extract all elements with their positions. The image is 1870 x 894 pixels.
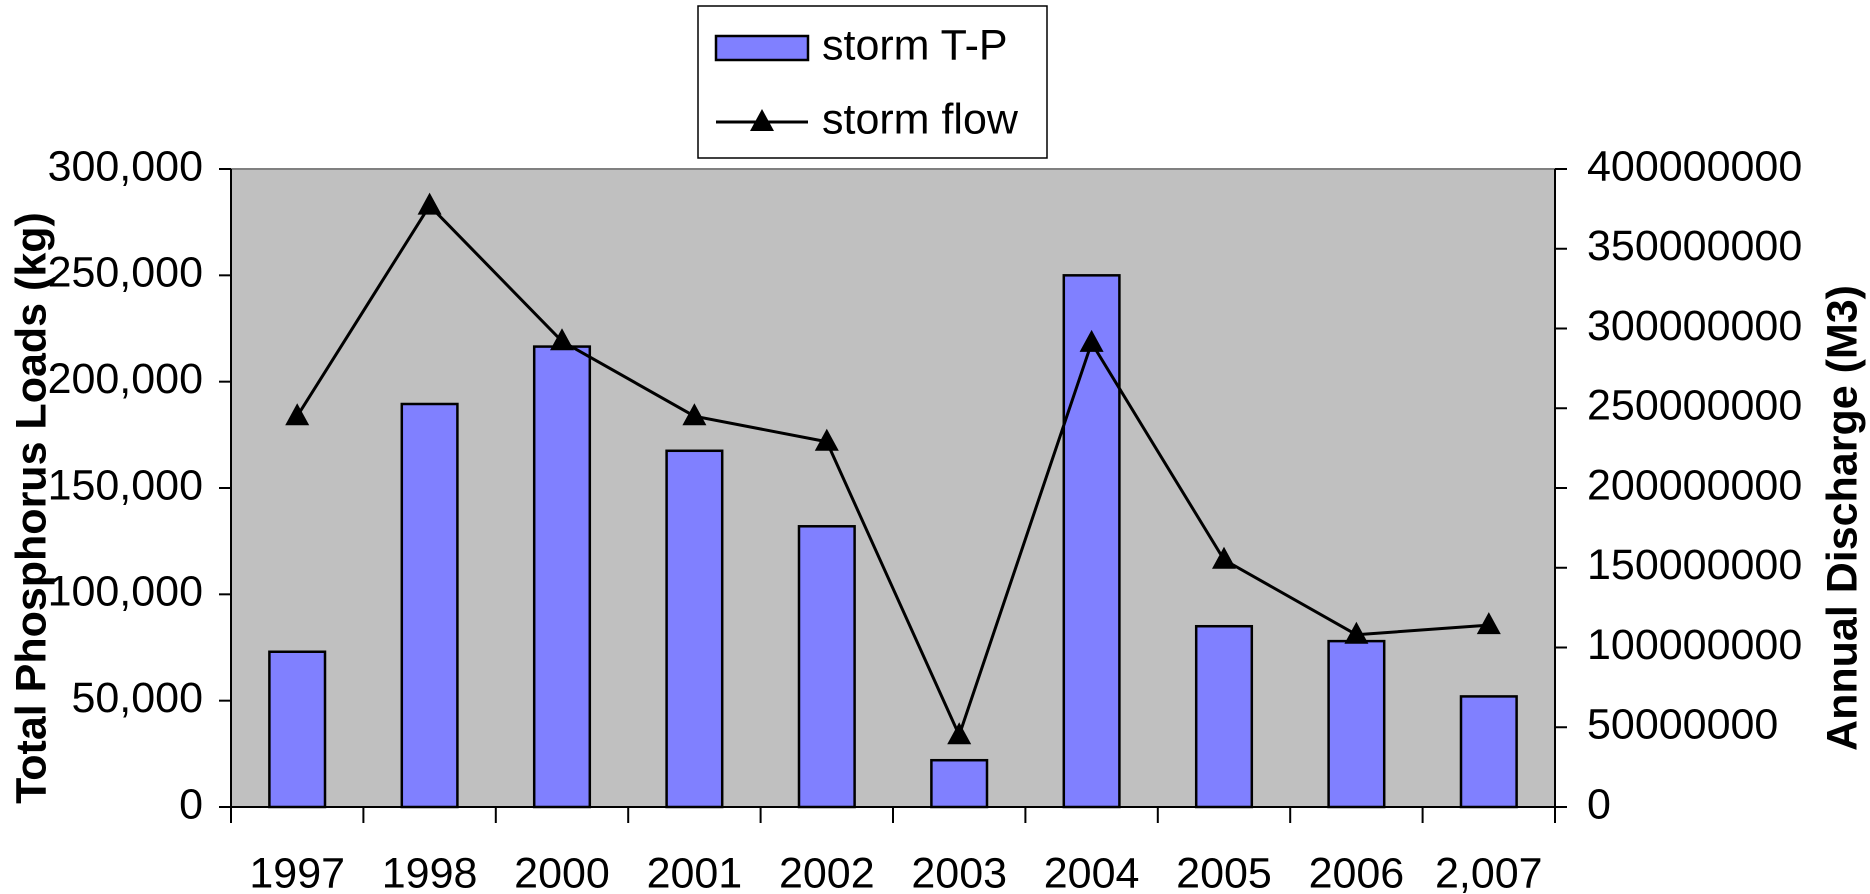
marker [1212,546,1236,569]
x-tick-label: 1998 [382,849,478,894]
bar [930,758,989,809]
marker [682,403,707,426]
line [295,203,1489,740]
marker [417,192,442,215]
y2-tick-label: 400000000 [1587,142,1802,190]
y-tick-label: 200,000 [48,355,203,403]
legend-swatch [714,34,810,62]
x-tick-label: 2006 [1309,849,1405,894]
bar [665,449,724,809]
x-tick-label: 2003 [911,849,1007,894]
marker [285,403,310,426]
y-tick-label: 100,000 [48,568,203,616]
bar [532,345,592,809]
y2-tick-label: 100000000 [1587,621,1802,669]
legend-label: storm T-P [822,21,1008,69]
x-tick-label: 2,007 [1435,849,1543,894]
legend-box [697,5,1048,159]
y2-tick-label: 50000000 [1587,701,1778,749]
x-tick-label: 1997 [249,849,345,894]
y2-axis-title: Annual Discharge (M3) [1818,285,1866,751]
y-tick-label: 300,000 [48,142,203,190]
y-tick-label: 150,000 [48,461,203,509]
bar [1327,639,1386,809]
y2-tick-label: 250000000 [1587,382,1802,430]
bar [797,525,856,809]
bar [268,650,327,809]
marker [1344,621,1369,644]
y-axis-title: Total Phosphorus Loads (kg) [7,212,55,804]
bar [1459,695,1518,809]
y2-tick-label: 300000000 [1587,302,1802,350]
marker [814,428,839,451]
x-tick-label: 2002 [779,849,875,894]
y2-tick-label: 350000000 [1587,222,1802,270]
bar [1062,274,1121,809]
x-tick-label: 2005 [1176,849,1272,894]
x-tick-label: 2001 [647,849,743,894]
legend-label: storm flow [822,95,1019,143]
x-tick-label: 2004 [1044,849,1140,894]
y-tick-label: 50,000 [71,674,203,722]
bar [1194,624,1254,809]
y-tick-label: 250,000 [48,249,203,297]
y2-tick-label: 150000000 [1587,541,1802,589]
y2-tick-label: 200000000 [1587,461,1802,509]
legend-marker [750,109,774,131]
y2-tick-label: 0 [1587,780,1611,828]
bar [400,402,459,809]
marker [1079,329,1104,352]
x-tick-label: 2000 [514,849,610,894]
marker [550,328,574,351]
y-tick-label: 0 [179,780,203,828]
marker [947,722,972,745]
marker [1476,612,1501,635]
